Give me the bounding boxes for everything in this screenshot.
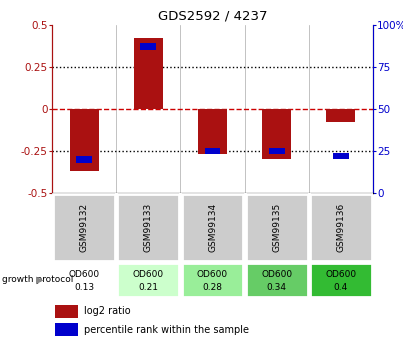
Text: log2 ratio: log2 ratio (84, 306, 131, 316)
Text: OD600: OD600 (325, 270, 357, 279)
Text: 0.28: 0.28 (202, 284, 222, 293)
Bar (269, 148, 285, 154)
Bar (246, 194, 307, 260)
Text: 0.34: 0.34 (267, 284, 287, 293)
Text: OD600: OD600 (69, 270, 100, 279)
Text: GSM99134: GSM99134 (208, 203, 217, 252)
Bar (70, 109, 99, 171)
Text: GSM99136: GSM99136 (337, 203, 345, 252)
Bar (182, 194, 243, 260)
Bar (118, 194, 179, 260)
Bar (310, 264, 372, 297)
Text: growth protocol: growth protocol (2, 276, 73, 285)
Bar (76, 156, 92, 163)
Bar (182, 264, 243, 297)
Bar (140, 43, 156, 50)
Bar (53, 264, 115, 297)
Bar (262, 109, 291, 159)
Text: GSM99135: GSM99135 (272, 203, 281, 252)
Bar (118, 264, 179, 297)
Text: OD600: OD600 (197, 270, 228, 279)
Text: OD600: OD600 (133, 270, 164, 279)
Title: GDS2592 / 4237: GDS2592 / 4237 (158, 9, 267, 22)
Bar (134, 38, 163, 109)
Bar (53, 194, 115, 260)
Text: 0.4: 0.4 (334, 284, 348, 293)
Text: GSM99132: GSM99132 (80, 203, 89, 252)
Bar (55, 323, 78, 336)
Bar (333, 153, 349, 159)
Bar (198, 109, 227, 154)
Bar (55, 305, 78, 318)
Bar (326, 109, 355, 122)
Text: GSM99133: GSM99133 (144, 203, 153, 252)
Text: 0.13: 0.13 (74, 284, 94, 293)
Bar (310, 194, 372, 260)
Text: OD600: OD600 (261, 270, 292, 279)
Text: percentile rank within the sample: percentile rank within the sample (84, 325, 249, 335)
Text: ▶: ▶ (36, 275, 44, 285)
Text: 0.21: 0.21 (138, 284, 158, 293)
Bar (246, 264, 307, 297)
Bar (205, 148, 220, 154)
